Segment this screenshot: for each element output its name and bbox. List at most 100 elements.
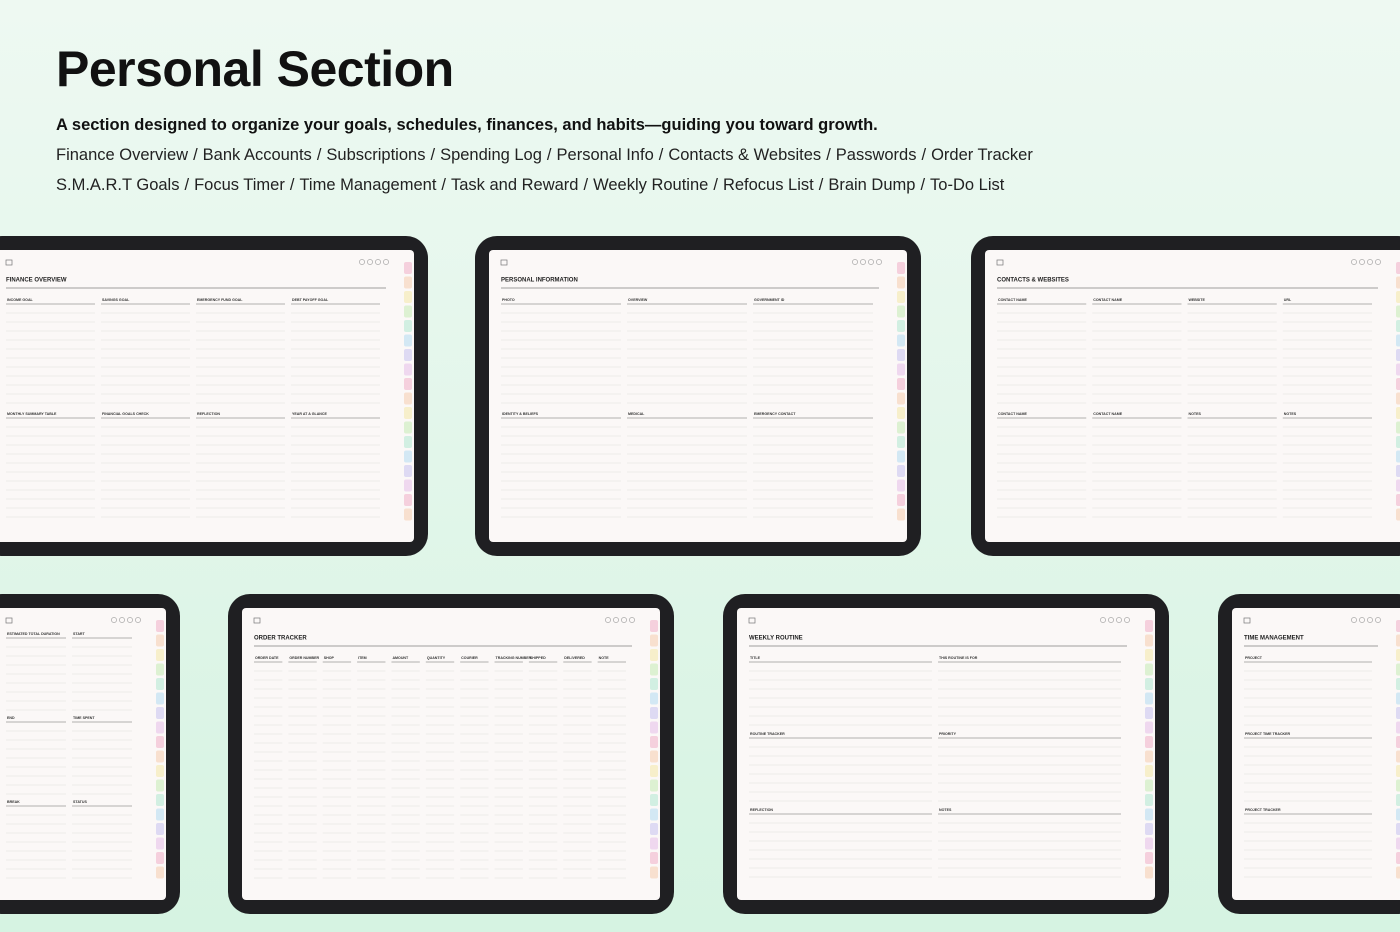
field-label: INCOME GOAL	[7, 298, 34, 302]
side-tab	[156, 837, 164, 850]
side-tab	[156, 808, 164, 821]
field-label: ROUTINE TRACKER	[750, 732, 785, 736]
side-tab	[1396, 794, 1400, 806]
separator: /	[430, 146, 436, 164]
side-tab	[1396, 779, 1400, 792]
side-tab	[1145, 837, 1153, 850]
side-tab	[156, 692, 164, 705]
side-tab	[1396, 634, 1400, 647]
side-tab	[156, 852, 164, 864]
screen-title: CONTACTS & WEBSITES	[997, 278, 1069, 284]
tablet-screen	[489, 250, 907, 542]
side-tab	[404, 494, 412, 506]
subtitle: A section designed to organize your goal…	[56, 116, 878, 134]
side-tab	[1396, 707, 1400, 719]
field-label: MONTHLY SUMMARY TABLE	[7, 412, 57, 416]
field-label: ORDER NUMBER	[289, 656, 319, 660]
toolbar-icon	[852, 259, 858, 265]
side-tab	[1396, 823, 1400, 835]
side-tab	[1145, 692, 1153, 705]
page-title: Personal Section	[56, 41, 454, 97]
toolbar-icon	[135, 617, 141, 623]
side-tab	[650, 750, 658, 763]
field-label: FINANCIAL GOALS CHECK	[102, 412, 149, 416]
field-label: START	[73, 632, 86, 636]
side-tab	[650, 736, 658, 748]
side-tab	[1145, 794, 1153, 806]
toolbar-icon	[5, 617, 13, 624]
side-tab	[1396, 392, 1400, 405]
feature-item: Brain Dump	[828, 176, 916, 194]
field-label: URL	[1284, 298, 1292, 302]
toolbar-icon	[1359, 617, 1365, 623]
side-tab	[1396, 866, 1400, 879]
separator: /	[583, 176, 589, 194]
toolbar-icon	[613, 617, 619, 623]
side-tab	[156, 663, 164, 676]
feature-item: Finance Overview	[56, 146, 189, 164]
feature-item: To-Do List	[930, 176, 1005, 194]
side-tab	[897, 450, 905, 463]
side-tab	[404, 334, 412, 347]
side-tab	[897, 334, 905, 347]
field-label: PRIORITY	[939, 732, 957, 736]
side-tab	[156, 634, 164, 647]
side-tab	[1396, 508, 1400, 521]
screen-title: TIME MANAGEMENT	[1244, 636, 1304, 642]
side-tab	[650, 620, 658, 632]
separator: /	[921, 146, 927, 164]
toolbar-icon	[868, 259, 874, 265]
feature-item: Bank Accounts	[202, 146, 312, 164]
toolbar-icon	[996, 259, 1004, 266]
separator: /	[658, 146, 664, 164]
side-tab	[404, 349, 412, 361]
side-tab	[897, 508, 905, 521]
separator: /	[184, 176, 190, 194]
feature-item: Subscriptions	[326, 146, 426, 164]
side-tab	[1145, 823, 1153, 835]
toolbar-icon	[1116, 617, 1122, 623]
side-tab	[156, 779, 164, 792]
field-label: BREAK	[7, 800, 20, 804]
side-tab	[650, 779, 658, 792]
feature-item: Contacts & Websites	[668, 146, 822, 164]
side-tab	[1145, 663, 1153, 676]
feature-item: Weekly Routine	[593, 176, 709, 194]
side-tab	[404, 479, 412, 492]
toolbar-icon	[1108, 617, 1114, 623]
side-tab	[1145, 750, 1153, 763]
side-tab	[1396, 291, 1400, 303]
field-label: CONTACT NAME	[998, 298, 1027, 302]
side-tab	[650, 634, 658, 647]
side-tab	[1145, 808, 1153, 821]
side-tab	[897, 392, 905, 405]
side-tab	[897, 320, 905, 332]
side-tab	[650, 823, 658, 835]
field-label: DELIVERED	[564, 656, 585, 660]
field-label: PROJECT TRACKER	[1245, 808, 1281, 812]
screen-title: FINANCE OVERVIEW	[6, 278, 67, 284]
toolbar-icon	[383, 259, 389, 265]
toolbar-icon	[1359, 259, 1365, 265]
feature-item: Spending Log	[440, 146, 542, 164]
side-tab	[1145, 765, 1153, 777]
side-tab	[1145, 779, 1153, 792]
side-tab	[1396, 721, 1400, 734]
feature-item: Focus Timer	[194, 176, 285, 194]
toolbar-icon	[1375, 617, 1381, 623]
field-label: NOTES	[939, 808, 952, 812]
side-tab	[156, 620, 164, 632]
side-tab	[156, 823, 164, 835]
side-tab	[897, 421, 905, 434]
feature-item: Refocus List	[722, 176, 814, 194]
tablet-screen	[0, 608, 166, 900]
side-tab	[1396, 649, 1400, 661]
field-label: PROJECT	[1245, 656, 1263, 660]
separator: /	[546, 146, 552, 164]
side-tab	[897, 291, 905, 303]
side-tab	[897, 407, 905, 419]
side-tab	[897, 305, 905, 318]
field-label: PHOTO	[502, 298, 515, 302]
field-label: MEDICAL	[628, 412, 645, 416]
